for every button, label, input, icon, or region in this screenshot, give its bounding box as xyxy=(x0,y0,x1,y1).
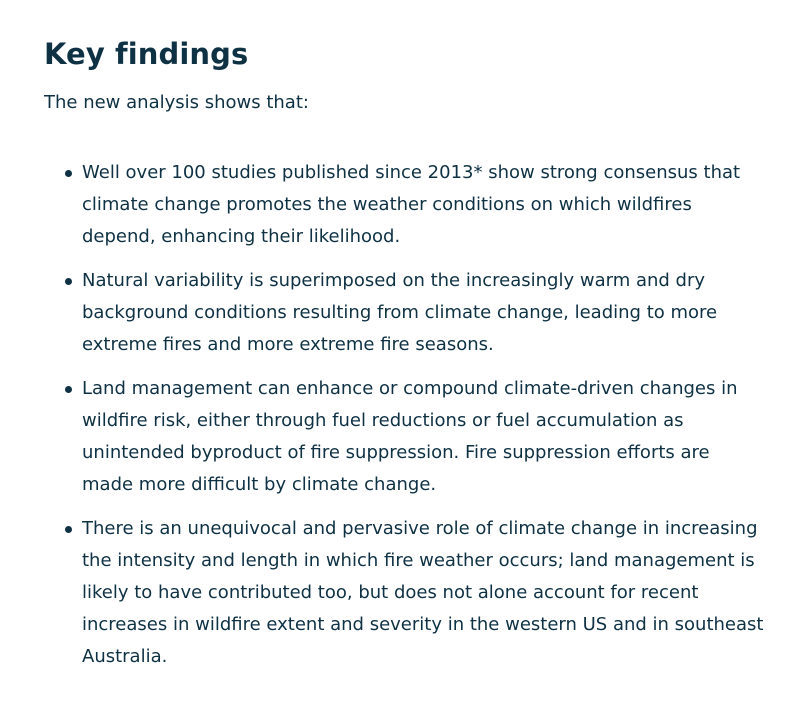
list-item-text: There is an unequivocal and pervasive ro… xyxy=(82,518,764,667)
findings-list: Well over 100 studies published since 20… xyxy=(44,157,764,673)
list-item: Natural variability is superimposed on t… xyxy=(44,265,764,361)
bullet-icon xyxy=(65,526,72,533)
bullet-icon xyxy=(65,386,72,393)
bullet-icon xyxy=(65,170,72,177)
bullet-icon xyxy=(65,278,72,285)
intro-text: The new analysis shows that: xyxy=(44,92,309,113)
section-title: Key findings xyxy=(44,37,249,71)
key-findings-section: Key findings The new analysis shows that… xyxy=(44,37,764,673)
list-item: Well over 100 studies published since 20… xyxy=(44,157,764,253)
list-item-text: Land management can enhance or compound … xyxy=(82,378,738,495)
list-item: There is an unequivocal and pervasive ro… xyxy=(44,513,764,673)
list-item-text: Well over 100 studies published since 20… xyxy=(82,162,741,247)
list-item: Land management can enhance or compound … xyxy=(44,373,764,501)
list-item-text: Natural variability is superimposed on t… xyxy=(82,270,718,355)
